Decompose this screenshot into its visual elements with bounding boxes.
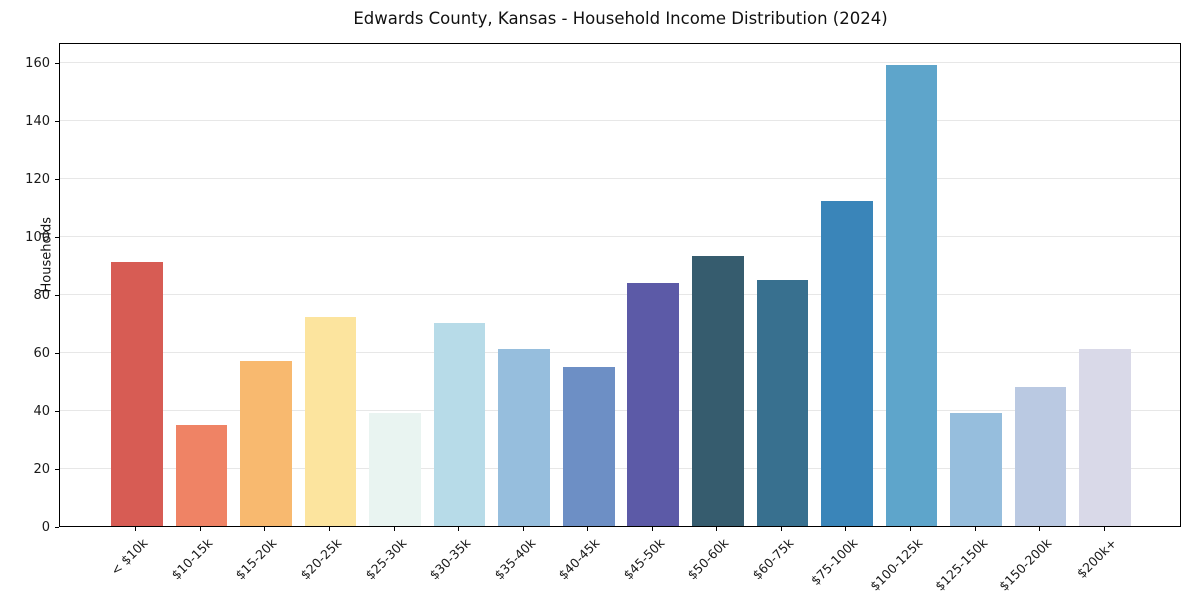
x-tick-label: $10-15k <box>168 535 216 583</box>
bar <box>885 65 938 526</box>
y-tick-label: 140 <box>25 113 50 129</box>
gridline <box>60 351 1180 353</box>
x-tick-label: $150-200k <box>996 535 1055 594</box>
x-tick-mark <box>910 527 911 531</box>
bar <box>562 366 615 526</box>
x-tick-mark <box>587 527 589 531</box>
x-tick-mark <box>264 527 266 531</box>
gridline <box>60 467 1180 469</box>
x-tick-mark <box>458 527 460 531</box>
bar <box>304 317 357 526</box>
x-tick-label: $75-100k <box>808 535 861 588</box>
bar <box>498 349 550 526</box>
gridline <box>60 119 1180 121</box>
y-tick-label: 80 <box>33 287 50 303</box>
x-tick-mark <box>135 527 137 531</box>
y-tick-mark <box>55 468 59 470</box>
x-tick-label: $20-25k <box>297 535 345 583</box>
bar <box>111 262 163 526</box>
y-tick-mark <box>55 120 59 122</box>
x-tick-mark <box>1039 527 1041 531</box>
x-tick-label: $15-20k <box>232 535 280 583</box>
bar <box>627 282 680 526</box>
chart-title: Edwards County, Kansas - Household Incom… <box>353 9 888 28</box>
y-tick-mark <box>55 526 59 528</box>
x-tick-mark <box>845 527 847 531</box>
bar <box>369 412 421 526</box>
bar <box>1014 386 1067 526</box>
y-tick-label: 20 <box>33 461 50 477</box>
bar <box>1079 349 1131 526</box>
y-tick-mark <box>55 236 59 238</box>
x-tick-mark <box>328 527 330 531</box>
bar <box>756 279 809 526</box>
x-tick-label: $25-30k <box>361 535 409 583</box>
x-tick-label: $50-60k <box>684 535 732 583</box>
gridline <box>60 409 1180 411</box>
bar <box>821 201 873 526</box>
y-tick-mark <box>55 62 59 64</box>
y-tick-mark <box>55 410 59 412</box>
x-tick-label: $60-75k <box>749 535 797 583</box>
y-tick-label: 0 <box>41 519 50 535</box>
x-tick-label: < $10k <box>107 535 151 579</box>
y-tick-label: 100 <box>25 229 50 245</box>
x-tick-mark <box>651 527 653 531</box>
gridline <box>60 177 1180 179</box>
gridline <box>60 293 1180 295</box>
y-tick-mark <box>55 352 59 354</box>
gridline <box>60 61 1180 63</box>
bar <box>240 360 292 526</box>
x-tick-label: $45-50k <box>620 535 668 583</box>
x-tick-mark <box>716 527 718 531</box>
x-tick-mark <box>780 527 782 531</box>
x-tick-mark <box>199 527 201 531</box>
y-axis-label: Households <box>39 216 55 293</box>
x-tick-label: $40-45k <box>555 535 603 583</box>
bar <box>950 412 1002 526</box>
x-tick-mark <box>974 527 976 531</box>
y-tick-label: 120 <box>25 171 50 187</box>
bar <box>692 256 744 526</box>
bar <box>433 323 486 526</box>
x-tick-label: $100-125k <box>867 535 926 594</box>
x-tick-label: $35-40k <box>491 535 539 583</box>
x-tick-label: $30-35k <box>426 535 474 583</box>
plot-area <box>59 43 1181 527</box>
y-tick-label: 40 <box>33 403 50 419</box>
gridline <box>60 235 1180 237</box>
x-tick-label: $200k+ <box>1073 535 1120 581</box>
x-tick-mark <box>1103 527 1105 531</box>
x-tick-mark <box>522 527 524 531</box>
y-tick-mark <box>55 294 59 296</box>
y-tick-label: 60 <box>33 345 50 361</box>
y-tick-label: 160 <box>25 55 50 71</box>
x-tick-mark <box>393 527 395 531</box>
x-tick-label: $125-150k <box>931 535 990 594</box>
y-tick-mark <box>55 178 59 180</box>
bar <box>175 424 228 526</box>
